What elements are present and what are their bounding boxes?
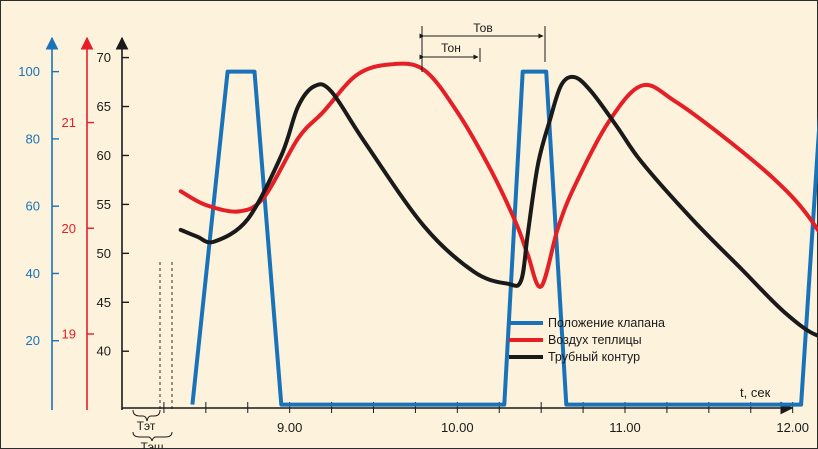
red-y-tick-label: 21 bbox=[62, 115, 76, 130]
x-tick-label: 11.00 bbox=[609, 420, 641, 435]
svg-text:Трубный контур: Трубный контур bbox=[548, 350, 640, 364]
series-greenhouse-air bbox=[178, 61, 818, 289]
blue-y-tick-label: 20 bbox=[26, 333, 40, 348]
svg-text:Положение клапана: Положение клапана bbox=[548, 316, 665, 330]
x-tick-label: 10.00 bbox=[441, 420, 474, 435]
legend: Положение клапана Воздух теплицы Трубный… bbox=[509, 316, 665, 364]
blue-y-tick-label: 60 bbox=[26, 199, 40, 214]
red-y-tick-label: 19 bbox=[62, 327, 76, 342]
black-axis-ticks: 40 45 50 55 60 65 70 bbox=[97, 50, 129, 359]
legend-item-air: Воздух теплицы bbox=[509, 333, 642, 347]
black-y-tick-label: 45 bbox=[97, 295, 111, 310]
blue-y-tick-label: 80 bbox=[26, 131, 40, 146]
delay-annotations: Тэт Тэш bbox=[132, 262, 173, 449]
x-axis-label: t, сек bbox=[740, 385, 771, 400]
t-on-label: Тон bbox=[441, 41, 461, 55]
black-y-tick-label: 60 bbox=[97, 148, 111, 163]
black-y-tick-label: 50 bbox=[97, 246, 111, 261]
t-esh-brace bbox=[132, 431, 173, 442]
black-y-tick-label: 55 bbox=[97, 197, 111, 212]
x-tick-label: 9.00 bbox=[277, 420, 302, 435]
t-esh-label: Тэш bbox=[140, 440, 163, 449]
black-y-tick-label: 65 bbox=[97, 99, 111, 114]
black-y-tick-label: 40 bbox=[97, 344, 111, 359]
blue-axis-ticks: 20 40 60 80 100 bbox=[18, 64, 59, 348]
series-pipe-circuit bbox=[178, 74, 818, 338]
blue-y-tick-label: 100 bbox=[18, 64, 40, 79]
red-y-tick-label: 20 bbox=[62, 221, 76, 236]
t-et-brace bbox=[132, 409, 161, 422]
series-valve-position bbox=[190, 69, 818, 407]
black-y-tick-label: 70 bbox=[97, 50, 111, 65]
t-ov-label: Тов bbox=[473, 21, 492, 35]
x-ticks: 9.00 10.00 11.00 12.00 bbox=[163, 402, 809, 435]
legend-item-valve: Положение клапана bbox=[509, 316, 665, 330]
red-axis-ticks: 19 20 21 bbox=[62, 115, 94, 342]
legend-item-pipe: Трубный контур bbox=[509, 350, 640, 364]
t-et-label: Тэт bbox=[137, 419, 156, 433]
blue-y-tick-label: 40 bbox=[26, 266, 40, 281]
period-annotations: Тов Тон bbox=[419, 21, 546, 72]
x-tick-label: 12.00 bbox=[776, 420, 809, 435]
svg-text:Воздух теплицы: Воздух теплицы bbox=[548, 333, 642, 347]
